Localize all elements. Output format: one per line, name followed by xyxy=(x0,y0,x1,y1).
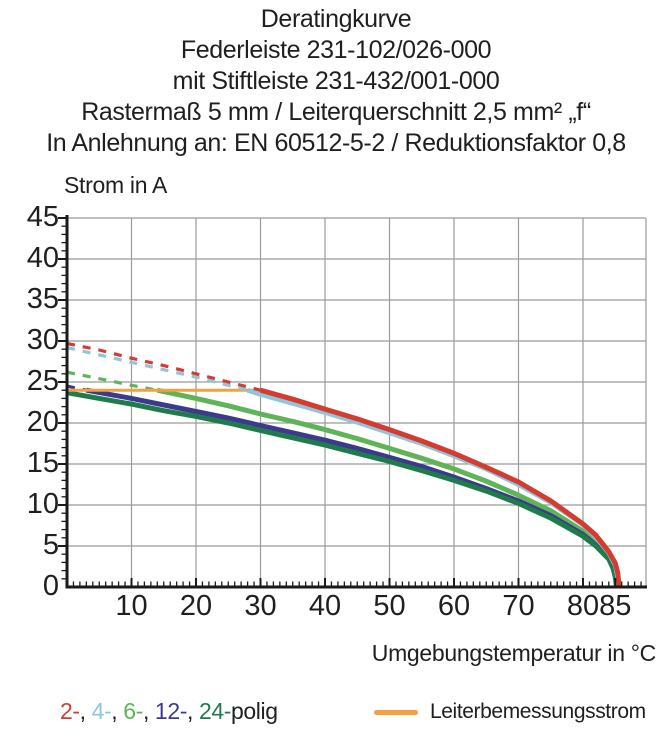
y-axis-title: Strom in A xyxy=(64,172,168,198)
curve-2-polig-dashed xyxy=(66,341,261,392)
title-line-3: mit Stiftleiste 231-432/001-000 xyxy=(172,67,500,95)
legend-pole-part: , xyxy=(186,698,199,724)
title-line-4: Rastermaß 5 mm / Leiterquerschnitt 2,5 m… xyxy=(81,98,591,126)
legend-pole-part: polig xyxy=(231,698,278,724)
title-block: Deratingkurve Federleiste 231-102/026-00… xyxy=(0,4,672,159)
legend-poles: 2-, 4-, 6-, 12-, 24-polig xyxy=(60,698,278,725)
curve-24-polig-solid xyxy=(66,390,619,588)
title-line-2: Federleiste 231-102/026-000 xyxy=(180,36,492,64)
curve-4-polig-dashed xyxy=(66,346,248,392)
legend-pole-part: 24- xyxy=(198,698,231,724)
title-line-1: Deratingkurve xyxy=(260,5,412,33)
curve-6-polig-dashed xyxy=(66,370,158,392)
legend-pole-part: , xyxy=(111,698,124,724)
x-axis-title: Umgebungstemperatur in °C xyxy=(371,640,657,666)
curve-2-polig-solid xyxy=(259,387,622,588)
legend-pole-part: 6- xyxy=(123,698,143,724)
legend-rated: Leiterbemessungsstrom xyxy=(374,699,646,725)
legend-pole-part: , xyxy=(79,698,92,724)
legend-pole-part: 2- xyxy=(60,698,80,724)
title-line-5: In Anlehnung an: EN 60512-5-2 / Reduktio… xyxy=(46,129,626,157)
legend-pole-part: 4- xyxy=(91,698,112,724)
rated-line-label: Leiterbemessungsstrom xyxy=(430,700,646,723)
rated-line-swatch xyxy=(374,709,418,715)
legend-pole-part: 12- xyxy=(154,698,187,724)
legend-pole-part: , xyxy=(142,698,155,724)
curve-4-polig-solid xyxy=(246,387,621,588)
